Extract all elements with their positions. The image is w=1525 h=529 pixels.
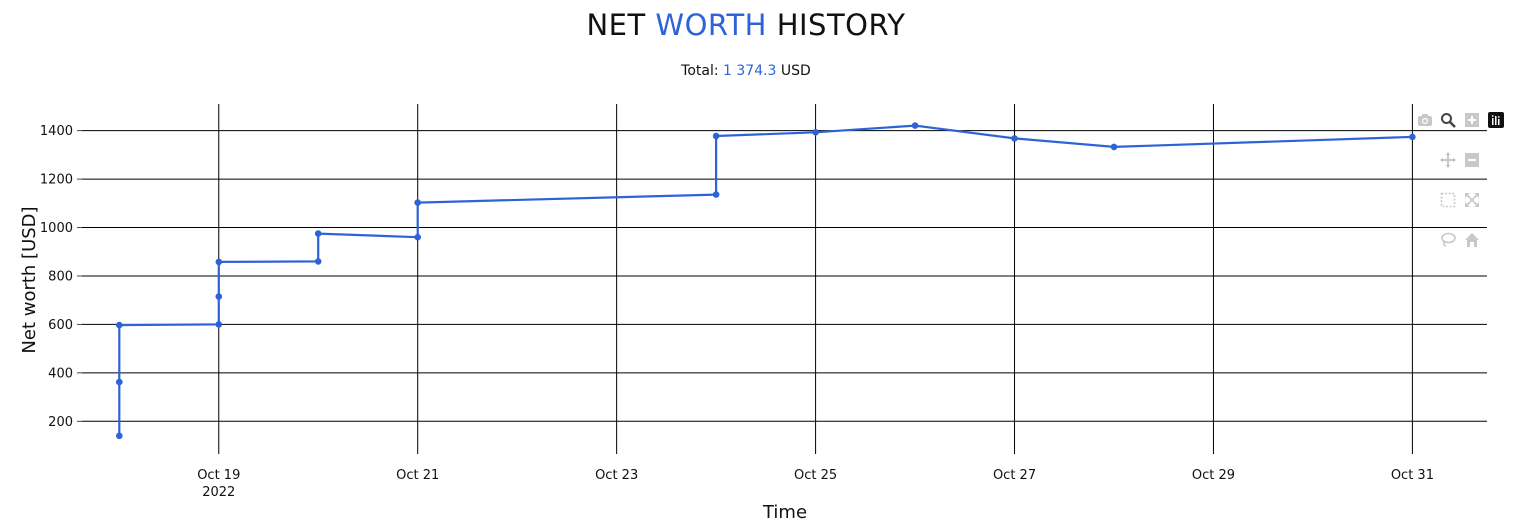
y-tick-label: 600 (48, 318, 73, 333)
data-point[interactable] (414, 233, 422, 241)
box-select-icon[interactable] (1439, 191, 1457, 209)
total-summary: Total: 1 374.3 USD (0, 63, 1492, 79)
y-tick-label: 1200 (40, 173, 73, 188)
y-axis-title: Net worth [USD] (19, 206, 40, 353)
zoom-out-icon[interactable] (1463, 151, 1481, 169)
title-part-2: HISTORY (766, 8, 906, 42)
x-tick-label: Oct 27 (993, 468, 1036, 483)
data-point[interactable] (116, 432, 123, 440)
y-tick-label: 1000 (40, 221, 73, 236)
data-point[interactable] (414, 199, 422, 206)
camera-icon[interactable] (1416, 111, 1434, 129)
plotly-logo-icon[interactable] (1487, 111, 1505, 129)
x-tick-label: Oct 31 (1391, 468, 1434, 483)
data-point[interactable] (911, 122, 919, 129)
chart-title: NET WORTH HISTORY (0, 8, 1492, 42)
data-point[interactable] (812, 129, 819, 136)
grid-layer (82, 104, 1487, 454)
x-axis-title: Time (762, 502, 807, 523)
x-tick-label: Oct 19 (197, 468, 240, 483)
data-point[interactable] (712, 191, 720, 198)
total-value: 1 374.3 (723, 63, 777, 79)
data-point[interactable] (712, 132, 720, 140)
data-point[interactable] (1011, 135, 1018, 142)
x-tick-sublabel: 2022 (202, 485, 235, 500)
zoom-in-icon[interactable] (1463, 111, 1481, 129)
y-tick-label: 800 (48, 269, 73, 284)
y-tick-label: 1400 (40, 124, 73, 139)
total-label: Total: (681, 63, 724, 79)
x-tick-label: Oct 21 (396, 468, 439, 483)
data-point[interactable] (215, 258, 223, 266)
data-point[interactable] (314, 230, 322, 237)
data-point[interactable] (314, 258, 322, 265)
x-tick-label: Oct 29 (1192, 468, 1235, 483)
zoom-icon[interactable] (1439, 111, 1457, 129)
data-point[interactable] (116, 378, 123, 386)
home-icon[interactable] (1463, 231, 1481, 249)
autoscale-icon[interactable] (1463, 191, 1481, 209)
y-tick-label: 200 (48, 415, 73, 430)
total-unit: USD (776, 63, 811, 79)
data-point[interactable] (215, 293, 223, 300)
y-tick-label: 400 (48, 366, 73, 381)
data-point[interactable] (215, 321, 223, 328)
x-tick-label: Oct 25 (794, 468, 837, 483)
series-layer[interactable] (116, 122, 1416, 440)
series-line[interactable] (118, 124, 1413, 436)
pan-icon[interactable] (1439, 151, 1457, 169)
data-point[interactable] (1409, 133, 1416, 141)
title-accent: WORTH (655, 8, 767, 42)
title-part-1: NET (586, 8, 656, 42)
lasso-icon[interactable] (1439, 231, 1457, 249)
plot-modebar (1414, 108, 1510, 258)
data-point[interactable] (1110, 143, 1118, 151)
x-tick-label: Oct 23 (595, 468, 638, 483)
axis-layer: 200 400 600 800 1000 1200 1400 Oct 19 2022 Oct 21… (40, 124, 1434, 500)
data-point[interactable] (116, 321, 123, 329)
